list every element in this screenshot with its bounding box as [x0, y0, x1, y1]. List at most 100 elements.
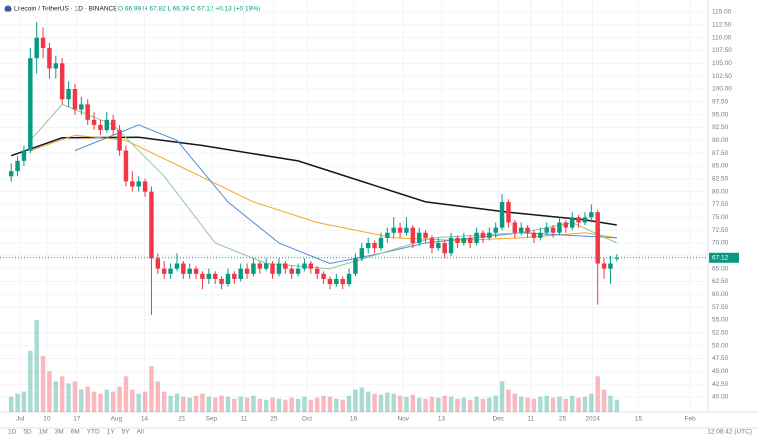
volume-bar [168, 395, 173, 412]
candle-body [569, 217, 575, 228]
volume-bar [244, 397, 250, 412]
y-tick-label: 95.00 [712, 111, 729, 118]
volume-bar [340, 399, 345, 412]
volume-bar [608, 395, 613, 412]
volume-bar [436, 397, 441, 412]
candle-body [15, 160, 20, 172]
candle-body [244, 268, 250, 274]
x-tick-label: Nov [397, 416, 409, 423]
volume-bar [391, 393, 396, 412]
y-tick-label: 52.50 [712, 330, 729, 337]
range-button[interactable]: 1D [8, 429, 17, 436]
volume-bar [15, 393, 20, 412]
y-tick-label: 85.00 [712, 163, 729, 170]
volume-bar [589, 393, 594, 412]
volume-bar [334, 398, 339, 412]
moving-average [74, 124, 617, 265]
x-tick-label: 17 [73, 416, 81, 423]
y-tick-label: 87.50 [712, 150, 729, 157]
candle-body [200, 273, 205, 279]
range-button[interactable]: All [137, 429, 145, 436]
candle-body [544, 227, 549, 233]
volume-bar [576, 397, 581, 412]
volume-bar [104, 389, 110, 412]
range-button[interactable]: YTD [87, 429, 100, 436]
volume-bar [544, 395, 549, 412]
candle-body [110, 119, 116, 131]
range-button[interactable]: 3M [55, 429, 64, 436]
candle-body [372, 243, 377, 249]
y-tick-label: 70.00 [712, 240, 729, 247]
y-tick-label: 80.00 [712, 188, 729, 195]
volume-bar [308, 399, 314, 412]
candle-body [257, 263, 263, 269]
candle-body [493, 227, 498, 233]
volume-bar [174, 393, 180, 412]
range-button[interactable]: 1M [39, 429, 48, 436]
volume-bar [155, 381, 161, 412]
volume-bar [98, 393, 103, 412]
range-button[interactable]: 5Y [122, 429, 131, 436]
volume-bar [410, 394, 416, 412]
candle-body [385, 232, 390, 238]
range-button[interactable]: 5D [23, 429, 32, 436]
candle-body [321, 273, 326, 279]
candle-body [474, 232, 479, 243]
volume-bar [359, 387, 365, 412]
candle-body [66, 89, 71, 100]
candle-body [28, 58, 33, 151]
volume-bar [187, 397, 192, 412]
candle-body [346, 273, 352, 285]
volume-bar [130, 389, 135, 412]
y-tick-label: 107.50 [712, 47, 732, 54]
last-price-label: 67.12 [712, 255, 729, 262]
volume-bar [499, 381, 505, 412]
candle-body [614, 257, 620, 259]
volume-bar [416, 397, 422, 412]
volume-bar [614, 399, 620, 412]
volume-bar [28, 350, 33, 412]
candle-body [518, 227, 524, 233]
candle-body [576, 217, 581, 223]
volume-bar [538, 396, 543, 412]
candle-body [436, 243, 441, 249]
volume-bar [257, 398, 263, 412]
candle-body [149, 191, 154, 259]
candle-body [378, 237, 384, 249]
candle-body [238, 268, 243, 279]
candle-body [53, 63, 59, 69]
candle-body [181, 263, 186, 274]
volume-bar [295, 398, 301, 412]
volume-bar [327, 396, 333, 412]
volume-bar [480, 398, 486, 412]
y-tick-label: 62.50 [712, 278, 729, 285]
range-button[interactable]: 6M [71, 429, 80, 436]
y-tick-label: 45.00 [712, 368, 729, 375]
candle-body [85, 104, 90, 120]
candle-body [270, 263, 275, 274]
y-tick-label: 110.00 [712, 34, 732, 41]
x-tick-label: Jul [16, 416, 25, 423]
volume-bar [66, 383, 71, 412]
candle-body [302, 263, 307, 269]
candle-body [467, 237, 473, 243]
volume-bar [91, 391, 97, 412]
volume-bar [455, 398, 460, 412]
volume-bar [506, 389, 511, 412]
x-tick-label: 25 [559, 416, 567, 423]
candle-body [314, 268, 320, 274]
candle-body [123, 150, 129, 182]
candle-body [442, 243, 447, 254]
range-button[interactable]: 1Y [107, 429, 116, 436]
volume-bar [550, 397, 556, 412]
volume-bar [79, 389, 84, 412]
volume-bar [321, 395, 326, 412]
volume-bar [595, 376, 600, 412]
candle-body [142, 181, 148, 192]
volume-bar [378, 394, 384, 412]
volume-bar [512, 393, 518, 412]
volume-bar [283, 399, 288, 412]
volume-bar [404, 396, 409, 412]
y-tick-label: 115.00 [712, 9, 732, 16]
candle-body [550, 227, 556, 233]
